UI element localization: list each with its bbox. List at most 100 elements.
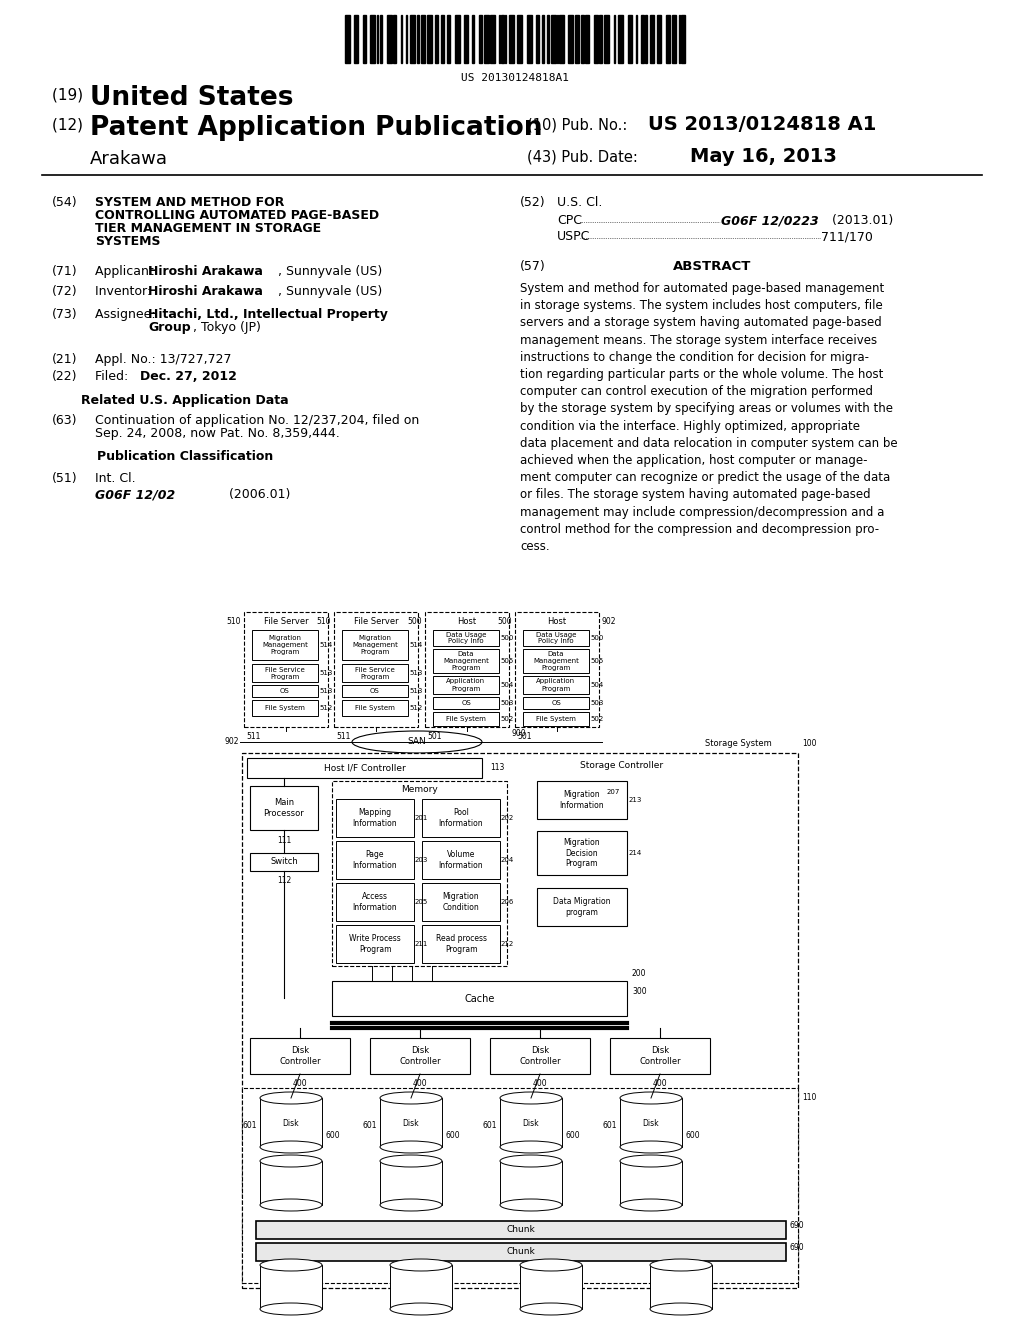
Text: 213: 213 (629, 797, 642, 803)
Bar (260, 1098, 322, 1147)
Text: 500: 500 (590, 635, 603, 642)
Bar (342, 630, 408, 660)
Bar (604, 15, 609, 63)
Text: 204: 204 (501, 857, 514, 863)
Text: 502: 502 (500, 715, 513, 722)
Text: Sep. 24, 2008, now Pat. No. 8,359,444.: Sep. 24, 2008, now Pat. No. 8,359,444. (95, 426, 340, 440)
Bar (250, 785, 318, 830)
Text: Chunk: Chunk (507, 1247, 536, 1257)
Ellipse shape (380, 1199, 442, 1210)
Bar (252, 700, 318, 715)
Text: 201: 201 (415, 814, 428, 821)
Text: 500: 500 (408, 616, 422, 626)
Bar (568, 15, 573, 63)
Text: 500: 500 (498, 616, 512, 626)
Bar (650, 1265, 712, 1309)
Text: CPC: CPC (557, 214, 582, 227)
Bar (252, 664, 318, 682)
Ellipse shape (390, 1303, 452, 1315)
Text: (52): (52) (520, 195, 546, 209)
Text: US 20130124818A1: US 20130124818A1 (461, 73, 569, 83)
Text: Migration
Management
Program: Migration Management Program (262, 635, 308, 655)
Text: Main
Processor: Main Processor (263, 799, 304, 817)
Text: Migration
Decision
Program: Migration Decision Program (563, 838, 600, 869)
Bar (242, 752, 798, 1288)
Bar (509, 15, 514, 63)
Bar (628, 15, 632, 63)
Ellipse shape (650, 1259, 712, 1271)
Bar (247, 758, 482, 777)
Text: 202: 202 (501, 814, 514, 821)
Bar (336, 799, 414, 837)
Bar (250, 1038, 350, 1074)
Text: Application
Program: Application Program (446, 678, 485, 692)
Bar (256, 1243, 786, 1261)
Text: 600: 600 (565, 1131, 580, 1140)
Bar (362, 15, 366, 63)
Bar (260, 1265, 322, 1309)
Text: 513: 513 (409, 688, 422, 694)
Ellipse shape (620, 1199, 682, 1210)
Text: Data
Management
Program: Data Management Program (534, 651, 579, 671)
Bar (336, 841, 414, 879)
Text: File System: File System (536, 715, 575, 722)
Bar (620, 1098, 682, 1147)
Bar (433, 697, 499, 709)
Text: Migration
Condition: Migration Condition (442, 892, 479, 912)
Text: Data Usage
Policy Info: Data Usage Policy Info (445, 631, 486, 644)
Text: Applicant:: Applicant: (95, 265, 162, 279)
Bar (672, 15, 676, 63)
Text: Data Migration
program: Data Migration program (553, 898, 610, 916)
Text: OS: OS (281, 688, 290, 694)
Bar (250, 853, 318, 871)
Ellipse shape (500, 1140, 562, 1152)
Text: (21): (21) (52, 352, 78, 366)
Text: System and method for automated page-based management
in storage systems. The sy: System and method for automated page-bas… (520, 282, 898, 553)
Text: 511: 511 (336, 733, 350, 741)
Bar (501, 15, 504, 63)
Bar (380, 15, 382, 63)
Text: 112: 112 (276, 876, 291, 884)
Bar (472, 15, 474, 63)
Text: 513: 513 (409, 671, 422, 676)
Text: File Server: File Server (264, 616, 308, 626)
Text: 400: 400 (532, 1078, 547, 1088)
Text: 500: 500 (500, 635, 513, 642)
Text: Appl. No.: 13/727,727: Appl. No.: 13/727,727 (95, 352, 231, 366)
Text: 111: 111 (276, 836, 291, 845)
Text: Group: Group (148, 321, 190, 334)
Text: 203: 203 (415, 857, 428, 863)
Bar (537, 781, 627, 818)
Text: File System: File System (446, 715, 486, 722)
Bar (490, 1038, 590, 1074)
Ellipse shape (380, 1155, 442, 1167)
Text: Data Usage
Policy Info: Data Usage Policy Info (536, 631, 577, 644)
Text: Host: Host (458, 616, 476, 626)
Bar (594, 15, 598, 63)
Bar (345, 15, 350, 63)
Ellipse shape (260, 1303, 322, 1315)
Bar (332, 781, 507, 966)
Bar (559, 15, 564, 63)
Ellipse shape (260, 1259, 322, 1271)
Text: 690: 690 (790, 1221, 805, 1230)
Text: 200: 200 (632, 969, 646, 978)
Text: (22): (22) (52, 370, 78, 383)
Text: 300: 300 (632, 986, 646, 995)
Text: Disk
Controller: Disk Controller (519, 1047, 561, 1065)
Text: Dec. 27, 2012: Dec. 27, 2012 (140, 370, 237, 383)
Bar (500, 1098, 562, 1147)
Text: 600: 600 (325, 1131, 340, 1140)
Ellipse shape (500, 1199, 562, 1210)
Text: 504: 504 (590, 682, 603, 688)
Text: Disk: Disk (522, 1119, 540, 1129)
Bar (464, 15, 468, 63)
Bar (547, 15, 549, 63)
Text: 601: 601 (482, 1121, 497, 1130)
Bar (422, 799, 500, 837)
Text: Host I/F Controller: Host I/F Controller (324, 763, 406, 772)
Text: Disk
Controller: Disk Controller (639, 1047, 681, 1065)
Text: (10) Pub. No.:: (10) Pub. No.: (527, 117, 632, 133)
Bar (425, 612, 509, 727)
Bar (244, 612, 328, 727)
